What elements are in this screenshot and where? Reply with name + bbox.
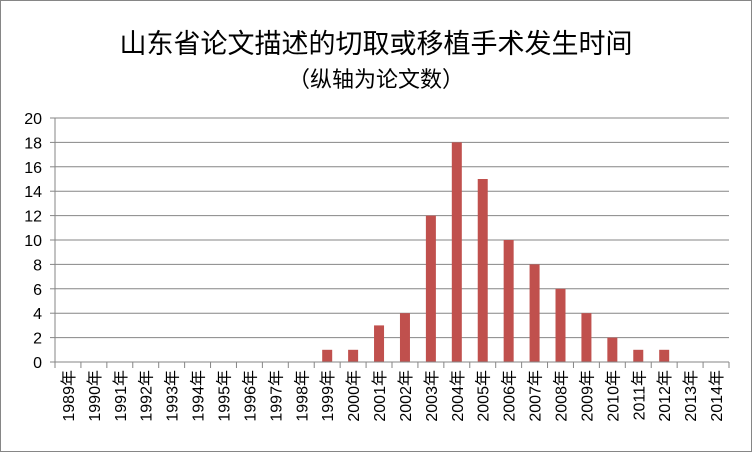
- x-tick-label: 2006年: [501, 370, 519, 422]
- bar-2000年: [348, 349, 359, 362]
- x-tick-label: 2010年: [604, 370, 622, 422]
- bars: [322, 142, 670, 362]
- x-tick-label: 1998年: [293, 370, 311, 422]
- x-tick-label: 2013年: [682, 370, 700, 422]
- x-tick-label: 1996年: [241, 370, 259, 422]
- x-tick-label: 2004年: [449, 370, 467, 422]
- x-tick-label: 2003年: [423, 370, 441, 422]
- x-tick-label: 1995年: [216, 370, 234, 422]
- y-tick-label: 8: [33, 257, 42, 274]
- x-tick-label: 1994年: [190, 370, 208, 422]
- y-tick-label: 16: [24, 160, 42, 177]
- bar-2010年: [607, 337, 618, 362]
- y-tick-label: 20: [24, 111, 42, 128]
- x-tick-label: 1990年: [86, 370, 104, 422]
- bar-2005年: [477, 179, 488, 362]
- bar-2006年: [503, 240, 514, 362]
- chart-subtitle: （纵轴为论文数）: [287, 68, 464, 93]
- bar-2002年: [399, 313, 410, 362]
- x-tick-label: 1991年: [112, 370, 130, 422]
- y-tick-label: 2: [33, 331, 42, 348]
- x-tick-label: 1992年: [138, 370, 156, 422]
- bar-2008年: [555, 288, 566, 362]
- bar-2007年: [529, 264, 540, 362]
- y-tick-label: 0: [33, 355, 42, 372]
- x-tick-label: 1993年: [164, 370, 182, 422]
- x-tick-label: 2007年: [527, 370, 545, 422]
- x-tick-label: 1999年: [319, 370, 337, 422]
- x-tick-label: 2011年: [630, 370, 648, 420]
- y-tick-label: 4: [33, 306, 42, 323]
- y-tick-label: 12: [24, 209, 42, 226]
- bar-1999年: [322, 349, 333, 362]
- x-tick-label: 2008年: [553, 370, 571, 422]
- x-tick-label: 1989年: [60, 370, 78, 422]
- x-tick-label: 2009年: [578, 370, 596, 422]
- y-tick-label: 14: [24, 184, 42, 201]
- y-tick-label: 10: [24, 233, 42, 250]
- bar-2011年: [633, 349, 644, 362]
- bar-2012年: [659, 349, 670, 362]
- x-tick-label: 2001年: [371, 370, 389, 422]
- chart-title: 山东省论文描述的切取或移植手术发生时间: [119, 29, 633, 60]
- y-tick-label: 6: [33, 282, 42, 299]
- x-tick-label: 2012年: [656, 370, 674, 422]
- axes: [50, 117, 730, 368]
- x-tick-labels: 1989年 1990年 1991年 1992年 1993年 1994年 1995年 1996年…: [60, 370, 726, 422]
- bar-2003年: [425, 215, 436, 362]
- bar-2009年: [581, 313, 592, 362]
- x-tick-label: 2002年: [397, 370, 415, 422]
- y-tick-label: 18: [24, 135, 42, 152]
- x-tick-label: 2000年: [345, 370, 363, 422]
- y-tick-labels: 0 2 4 6 8 10 12 14 16 18 20: [24, 111, 42, 372]
- bar-2004年: [451, 142, 462, 362]
- x-tick-label: 2014年: [708, 370, 726, 422]
- gridlines: [55, 117, 729, 339]
- x-tick-label: 1997年: [267, 370, 285, 422]
- bar-2001年: [374, 325, 385, 362]
- x-tick-label: 2005年: [475, 370, 493, 422]
